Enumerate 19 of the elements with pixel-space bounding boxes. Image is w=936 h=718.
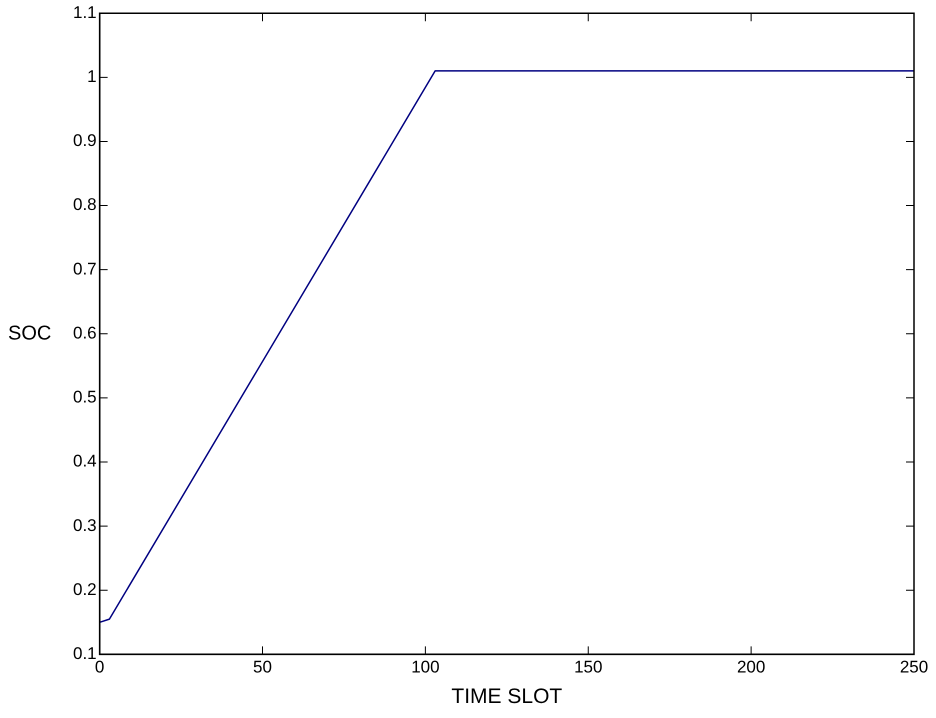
x-axis-title: TIME SLOT (451, 685, 562, 708)
y-tick-label: 0.7 (72, 259, 97, 278)
x-tick-label: 0 (94, 657, 104, 676)
x-tick-label: 50 (253, 657, 272, 676)
y-tick-label: 1.1 (72, 2, 97, 22)
y-tick-label: 0.6 (72, 323, 97, 342)
x-tick-label: 250 (900, 657, 928, 676)
y-axis-title: SOC (8, 322, 52, 344)
y-tick-label: 1 (87, 67, 97, 86)
y-tick-label: 0.4 (72, 452, 97, 471)
x-tick-label: 200 (736, 657, 766, 676)
y-tick-label: 0.9 (72, 131, 97, 150)
y-tick-label: 0.5 (72, 388, 97, 407)
y-tick-label: 0.2 (72, 580, 97, 599)
x-tick-label: 150 (574, 657, 602, 676)
y-tick-label: 0.3 (72, 516, 97, 535)
y-tick-label: 0.8 (72, 195, 97, 214)
x-tick-label: 100 (411, 657, 440, 676)
y-tick-label: 0.1 (72, 644, 97, 664)
